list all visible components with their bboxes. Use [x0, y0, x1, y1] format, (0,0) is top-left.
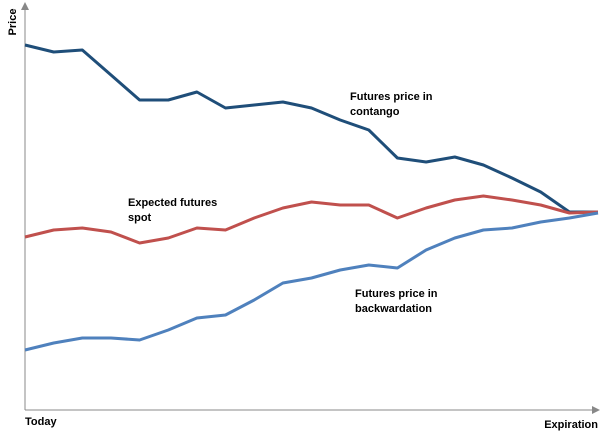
y-axis-arrow	[21, 2, 29, 10]
annotation: Futures price in	[350, 91, 433, 103]
x-end-label: Expiration	[544, 419, 598, 431]
x-start-label: Today	[25, 416, 57, 428]
series-line	[24, 211, 599, 352]
annotation: Futures price in	[355, 288, 438, 300]
series-line	[24, 43, 598, 214]
series-line	[24, 194, 599, 245]
x-axis-arrow	[592, 406, 600, 414]
annotation: spot	[128, 212, 152, 224]
annotation: Expected futures	[128, 197, 217, 209]
y-axis-label: Price	[7, 9, 19, 36]
annotation: backwardation	[355, 303, 432, 315]
annotation: contango	[350, 106, 400, 118]
